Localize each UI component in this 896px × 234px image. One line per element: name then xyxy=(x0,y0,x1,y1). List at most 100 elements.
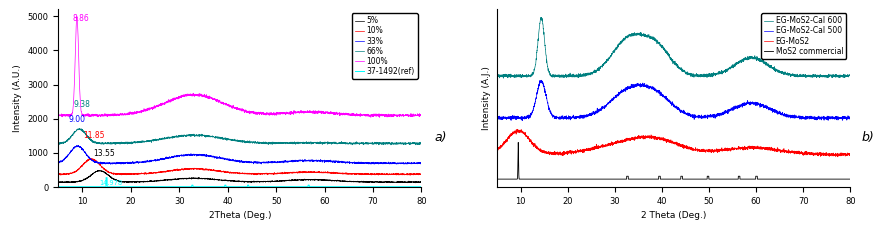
100% xyxy=(72,15,82,18)
EG-MoS2 xyxy=(832,155,843,158)
Line: EG-MoS2: EG-MoS2 xyxy=(497,129,850,157)
100% xyxy=(409,114,420,117)
33% xyxy=(105,163,116,166)
EG-MoS2 xyxy=(845,152,856,155)
Text: 11.85: 11.85 xyxy=(83,131,105,140)
EG-MoS2-Cal 500 xyxy=(800,116,811,118)
Text: 9.00: 9.00 xyxy=(69,115,86,124)
Line: 66%: 66% xyxy=(58,128,421,145)
5% xyxy=(53,180,64,183)
EG-MoS2-Cal 500 xyxy=(553,117,564,120)
37-1492(ref) xyxy=(370,185,381,188)
66% xyxy=(53,142,64,144)
Text: b): b) xyxy=(862,131,874,144)
5% xyxy=(370,180,381,183)
EG-MoS2-Cal 600 xyxy=(553,73,564,76)
MoS2 commercial xyxy=(642,178,653,180)
EG-MoS2-Cal 600 xyxy=(532,46,543,49)
MoS2 commercial xyxy=(532,178,543,180)
33% xyxy=(409,162,420,165)
33% xyxy=(193,154,203,157)
EG-MoS2-Cal 600 xyxy=(627,33,638,36)
EG-MoS2-Cal 500 xyxy=(838,117,849,120)
MoS2 commercial xyxy=(553,178,564,180)
33% xyxy=(53,161,64,164)
Y-axis label: Intensity (A.U.): Intensity (A.U.) xyxy=(13,64,22,132)
Legend: 5%, 10%, 33%, 66%, 100%, 37-1492(ref): 5%, 10%, 33%, 66%, 100%, 37-1492(ref) xyxy=(352,13,418,79)
100% xyxy=(208,98,219,100)
66% xyxy=(94,142,105,144)
Text: a): a) xyxy=(435,131,447,144)
10% xyxy=(53,173,64,176)
EG-MoS2-Cal 600 xyxy=(642,35,653,38)
37-1492(ref) xyxy=(208,185,219,188)
33% xyxy=(116,162,127,165)
100% xyxy=(94,113,105,116)
MoS2 commercial xyxy=(627,178,638,180)
100% xyxy=(375,116,385,119)
Y-axis label: Intensity (A.J.): Intensity (A.J.) xyxy=(483,66,492,130)
33% xyxy=(208,154,219,157)
Text: 9.38: 9.38 xyxy=(73,100,90,109)
37-1492(ref) xyxy=(116,185,126,188)
5% xyxy=(409,181,420,184)
66% xyxy=(409,142,420,144)
EG-MoS2 xyxy=(642,136,653,139)
5% xyxy=(193,178,203,180)
MoS2 commercial xyxy=(800,178,811,180)
10% xyxy=(405,174,416,177)
10% xyxy=(208,169,219,172)
EG-MoS2 xyxy=(492,149,503,151)
Line: MoS2 commercial: MoS2 commercial xyxy=(497,143,850,179)
33% xyxy=(370,161,381,164)
Line: 5%: 5% xyxy=(58,170,421,183)
5% xyxy=(116,180,126,183)
10% xyxy=(94,163,105,166)
33% xyxy=(416,161,426,164)
MoS2 commercial xyxy=(838,178,849,180)
Legend: EG-MoS2-Cal 600, EG-MoS2-Cal 500, EG-MoS2, MoS2 commercial: EG-MoS2-Cal 600, EG-MoS2-Cal 500, EG-MoS… xyxy=(761,13,847,59)
10% xyxy=(193,167,203,170)
5% xyxy=(416,181,426,183)
100% xyxy=(116,113,126,116)
EG-MoS2-Cal 500 xyxy=(517,119,528,122)
100% xyxy=(370,113,381,116)
EG-MoS2 xyxy=(513,128,523,131)
EG-MoS2-Cal 500 xyxy=(642,84,653,87)
100% xyxy=(416,114,426,117)
MoS2 commercial xyxy=(513,141,523,144)
Text: 13.55: 13.55 xyxy=(93,149,115,158)
5% xyxy=(95,169,106,172)
EG-MoS2 xyxy=(553,153,564,156)
EG-MoS2-Cal 500 xyxy=(532,89,543,92)
X-axis label: 2 Theta (Deg.): 2 Theta (Deg.) xyxy=(641,212,706,220)
10% xyxy=(409,173,420,176)
EG-MoS2-Cal 500 xyxy=(537,79,547,82)
EG-MoS2 xyxy=(627,136,638,139)
EG-MoS2-Cal 600 xyxy=(800,73,811,76)
5% xyxy=(208,178,219,181)
37-1492(ref) xyxy=(53,185,64,188)
66% xyxy=(193,134,203,137)
5% xyxy=(94,169,105,172)
10% xyxy=(416,173,426,176)
MoS2 commercial xyxy=(845,178,856,180)
EG-MoS2-Cal 600 xyxy=(492,73,503,75)
37-1492(ref) xyxy=(94,185,105,188)
Line: EG-MoS2-Cal 500: EG-MoS2-Cal 500 xyxy=(497,80,850,121)
10% xyxy=(370,173,381,176)
100% xyxy=(193,93,203,96)
66% xyxy=(416,143,426,145)
100% xyxy=(53,113,64,116)
EG-MoS2-Cal 600 xyxy=(536,16,547,19)
EG-MoS2-Cal 500 xyxy=(627,85,638,88)
Line: EG-MoS2-Cal 600: EG-MoS2-Cal 600 xyxy=(497,18,850,78)
66% xyxy=(385,143,396,146)
Line: 10%: 10% xyxy=(58,159,421,175)
Line: 37-1492(ref): 37-1492(ref) xyxy=(58,178,421,187)
EG-MoS2-Cal 600 xyxy=(845,74,856,77)
33% xyxy=(73,144,83,147)
66% xyxy=(370,142,381,145)
37-1492(ref) xyxy=(409,185,420,188)
5% xyxy=(409,182,420,184)
